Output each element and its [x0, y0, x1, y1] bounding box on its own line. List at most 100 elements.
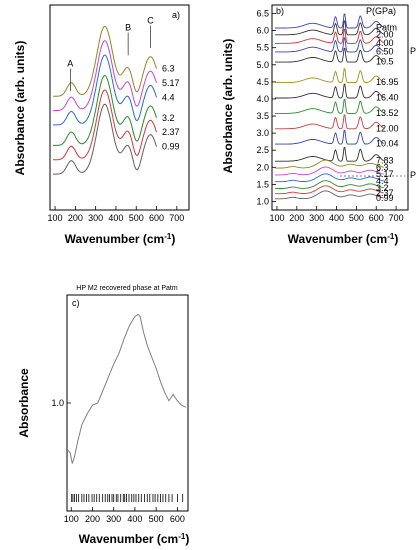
panel-a-series-label: 5.17 [162, 78, 180, 88]
panel-c-x-tick-label: 600 [170, 514, 185, 524]
panel-b-series-line [275, 29, 385, 44]
panel-c-label: c) [72, 298, 80, 308]
panel-a: a) 100 200 300 400 500 600 700 6.3 5.17 4.4 3.2 2.… [13, 4, 190, 246]
panel-b-series-label: 16.40 [376, 93, 399, 103]
panel-b-series-line [275, 68, 385, 84]
panel-b-x-tick-label: 300 [309, 213, 324, 223]
panel-b-series-line [275, 180, 384, 190]
panel-b-y-tick-label: 4.0 [256, 94, 269, 104]
panel-b-y-tick-label: 1.5 [256, 179, 269, 189]
panel-c-x-axis-label: Wavenumber (cm-1) [79, 532, 190, 547]
panel-b-x-tick-label: 200 [289, 213, 304, 223]
panel-b-series-line [275, 20, 385, 36]
panel-b-y-tick-label: 3.0 [256, 128, 269, 138]
panel-a-series-line [53, 103, 157, 175]
panel-c-x-ticks: 100 200 300 400 500 600 [64, 507, 185, 524]
panel-c-x-tick-label: 200 [85, 514, 100, 524]
panel-a-x-ticks: 100 200 300 400 500 600 700 [48, 206, 184, 223]
panel-b-y-tick-label: 5.0 [256, 60, 269, 70]
panel-b-y-tick-label: 6.0 [256, 26, 269, 36]
panel-b-series-line [275, 159, 384, 169]
panel-b-x-tick-label: 700 [389, 213, 404, 223]
panel-b-side-label-upper: P [410, 46, 416, 56]
panel-b-label: b) [276, 6, 284, 16]
panel-b-series-line [275, 114, 385, 130]
panel-b-side-label-lower: P [410, 170, 416, 180]
panel-b-series-line [275, 146, 385, 162]
panel-a-x-tick-label: 100 [48, 213, 63, 223]
panel-b-series-label: 2.00 [376, 29, 394, 39]
panel-c-title: HP M2 recovered phase at Patm [76, 285, 178, 292]
panel-b-series-label: 13.52 [376, 108, 399, 118]
panel-b-series-line [275, 99, 384, 114]
panel-b-x-tick-label: 600 [369, 213, 384, 223]
panel-b-y-ticks: 1.0 1.5 2.0 2.5 3.0 3.5 4.0 4.5 5.0 5.5 6.0 6.5 [256, 9, 276, 206]
panel-a-peak-label: B [125, 23, 131, 33]
panel-b-series-label: 4.4 [376, 176, 389, 186]
panel-b-series-label: 6.50 [376, 46, 394, 56]
panel-b-y-axis-label: Absorbance (arb. units) [221, 39, 235, 174]
panel-b-series-label: 2.37 [376, 188, 394, 198]
panel-a-x-tick-label: 500 [129, 213, 144, 223]
panel-b-series-label: 16.95 [376, 77, 399, 87]
panel-b-series-line [275, 47, 385, 63]
panel-c-y-tick-label: 1.0 [51, 398, 64, 408]
panel-a-series-labels: 6.3 5.17 4.4 3.2 2.37 0.99 [162, 64, 180, 152]
panel-b-x-tick-label: 500 [349, 213, 364, 223]
panel-b-series-label: 7.83 [376, 156, 394, 166]
panel-a-series-label: 4.4 [162, 92, 175, 102]
panel-b-y-tick-label: 4.5 [256, 77, 269, 87]
panel-b-series-line [275, 37, 384, 53]
panel-c-x-tick-label: 100 [64, 514, 79, 524]
panel-a-series-label: 6.3 [162, 64, 175, 74]
panel-c-y-axis-label: Absorbance [17, 368, 31, 438]
panel-c-frame [66, 294, 189, 512]
panel-c-series [67, 313, 187, 464]
panel-b-series-label: 4.00 [376, 38, 394, 48]
panel-c-mode-markers [71, 494, 184, 502]
panel-b-series-label: 12.00 [376, 123, 399, 133]
panel-b-x-tick-label: 100 [269, 213, 284, 223]
panel-b-series-label: 5.17 [376, 169, 394, 179]
panel-a-x-tick-label: 700 [169, 213, 184, 223]
panel-b-series-label: 10.5 [376, 57, 394, 67]
panel-a-x-tick-label: 600 [149, 213, 164, 223]
panel-b-series-line [275, 83, 385, 99]
panel-b-y-tick-label: 2.5 [256, 145, 269, 155]
panel-a-x-tick-label: 200 [68, 213, 83, 223]
panel-a-series-line [53, 54, 157, 126]
panel-b-series-line [275, 166, 384, 176]
panel-a-x-tick-label: 300 [88, 213, 103, 223]
panel-b-y-tick-label: 2.0 [256, 162, 269, 172]
panel-b-series-line [275, 185, 384, 195]
panel-b-series-label: 3.2 [376, 183, 389, 193]
panel-b-series-label: Patm [376, 22, 397, 32]
panel-b-series-line [275, 173, 384, 183]
panel-a-series-label: 2.37 [162, 127, 180, 137]
panel-c: HP M2 recovered phase at Patm c) 1.0 100… [17, 285, 189, 546]
panel-b-x-ticks: 100 200 300 400 500 600 700 [269, 206, 404, 223]
panel-b-y-tick-label: 3.5 [256, 111, 269, 121]
panel-b-y-tick-label: 6.5 [256, 9, 269, 19]
panel-b-legend-title: P(GPa) [366, 6, 396, 16]
panel-c-x-tick-label: 500 [149, 514, 164, 524]
panel-b-series-label: 6.3 [376, 162, 389, 172]
panel-c-series-line [67, 313, 187, 464]
panel-a-frame [49, 4, 190, 211]
panel-a-series-label: 3.2 [162, 113, 175, 123]
panel-b-series-line [275, 129, 385, 145]
panel-b-series-line [275, 190, 384, 200]
panel-a-series-line [53, 89, 157, 161]
panel-a-series-line [53, 74, 157, 146]
panel-b-y-tick-label: 5.5 [256, 43, 269, 53]
panel-b-series [275, 13, 385, 200]
panel-b-y-tick-label: 1.0 [256, 196, 269, 206]
panel-a-series [53, 25, 157, 175]
panel-c-x-tick-label: 300 [106, 514, 121, 524]
panel-b-series-line [275, 13, 385, 29]
panel-a-peak-label: C [147, 15, 154, 25]
panel-b-frame [271, 4, 409, 211]
panel-a-label: a) [172, 10, 180, 20]
